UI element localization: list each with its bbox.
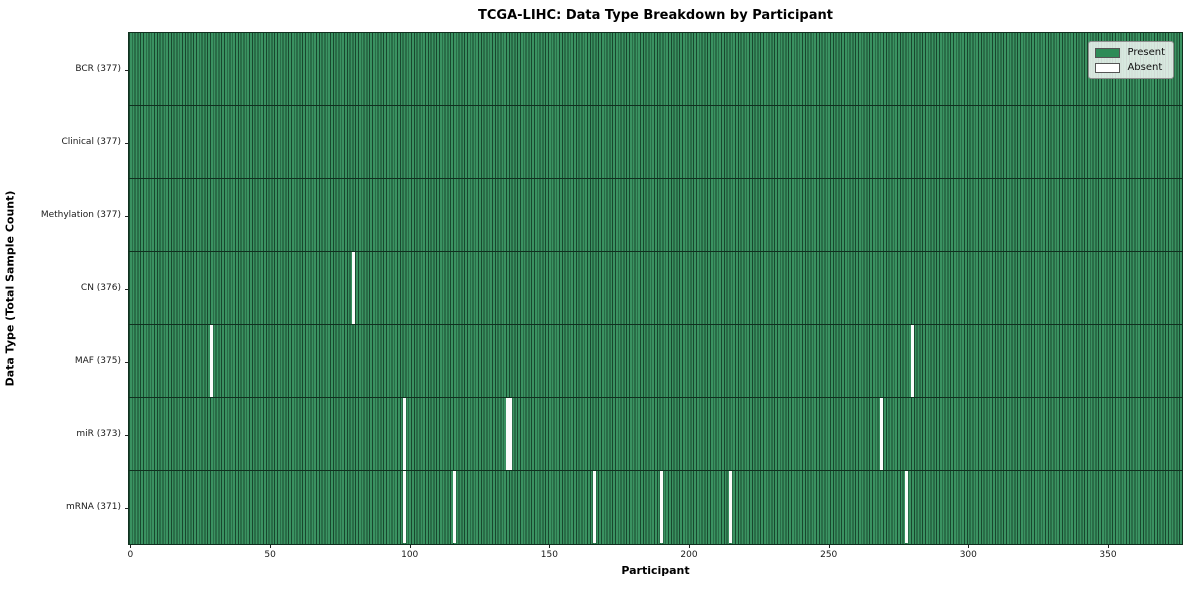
heatmap-row-CN bbox=[129, 252, 1182, 325]
y-tick bbox=[125, 216, 129, 217]
absent-swatch bbox=[1095, 62, 1121, 73]
y-tick-label-Methylation: Methylation (377) bbox=[40, 210, 121, 220]
absent-marker bbox=[880, 398, 884, 470]
legend-label-absent: Absent bbox=[1127, 62, 1163, 73]
legend: Present Absent bbox=[1088, 41, 1174, 79]
absent-marker bbox=[659, 471, 663, 543]
absent-marker bbox=[508, 398, 512, 470]
x-tick bbox=[130, 544, 132, 548]
x-tick-label: 200 bbox=[680, 550, 698, 560]
y-tick bbox=[125, 435, 129, 436]
x-tick bbox=[968, 544, 970, 548]
y-tick-label-CN: CN (376) bbox=[80, 283, 121, 293]
y-tick bbox=[125, 362, 129, 363]
y-tick bbox=[125, 289, 129, 290]
absent-marker bbox=[402, 471, 406, 543]
absent-marker bbox=[910, 325, 914, 397]
present-swatch bbox=[1095, 47, 1121, 58]
x-tick bbox=[270, 544, 272, 548]
absent-marker bbox=[592, 471, 596, 543]
x-tick-label: 250 bbox=[820, 550, 838, 560]
heatmap-row-BCR bbox=[129, 33, 1182, 106]
x-tick bbox=[409, 544, 411, 548]
heatmap-row-miR bbox=[129, 398, 1182, 471]
absent-marker bbox=[209, 325, 213, 397]
heatmap-row-MAF bbox=[129, 325, 1182, 398]
x-tick-label: 100 bbox=[401, 550, 419, 560]
heatmap-row-Clinical bbox=[129, 106, 1182, 179]
absent-marker bbox=[505, 398, 509, 470]
y-tick bbox=[125, 143, 129, 144]
x-tick-label: 300 bbox=[959, 550, 977, 560]
x-tick bbox=[689, 544, 690, 548]
y-tick-label-MAF: MAF (375) bbox=[74, 356, 121, 366]
y-tick bbox=[125, 508, 129, 509]
absent-marker bbox=[729, 471, 733, 543]
legend-item-present: Present bbox=[1095, 47, 1165, 58]
absent-marker bbox=[452, 471, 456, 543]
y-tick-label-miR: miR (373) bbox=[76, 429, 121, 439]
y-tick-label-Clinical: Clinical (377) bbox=[61, 137, 121, 147]
x-tick bbox=[549, 544, 551, 548]
absent-marker bbox=[352, 252, 356, 324]
heatmap-row-Methylation bbox=[129, 179, 1182, 252]
x-tick-label: 0 bbox=[127, 550, 134, 560]
chart-title: TCGA-LIHC: Data Type Breakdown by Partic… bbox=[478, 8, 833, 23]
y-tick-label-mRNA: mRNA (371) bbox=[66, 502, 121, 512]
x-tick-label: 150 bbox=[540, 550, 558, 560]
y-tick-label-BCR: BCR (377) bbox=[75, 64, 121, 74]
heatmap-row-mRNA bbox=[129, 471, 1182, 544]
legend-label-present: Present bbox=[1127, 47, 1165, 58]
x-tick bbox=[828, 544, 830, 548]
absent-marker bbox=[402, 398, 406, 470]
legend-item-absent: Absent bbox=[1095, 62, 1165, 73]
x-axis-label: Participant bbox=[621, 564, 690, 577]
absent-marker bbox=[905, 471, 909, 543]
x-tick bbox=[1108, 544, 1109, 548]
x-tick-label: 350 bbox=[1099, 550, 1117, 560]
plot-area: Present Absent bbox=[128, 32, 1183, 545]
y-tick bbox=[125, 70, 129, 71]
x-tick-label: 50 bbox=[264, 550, 276, 560]
